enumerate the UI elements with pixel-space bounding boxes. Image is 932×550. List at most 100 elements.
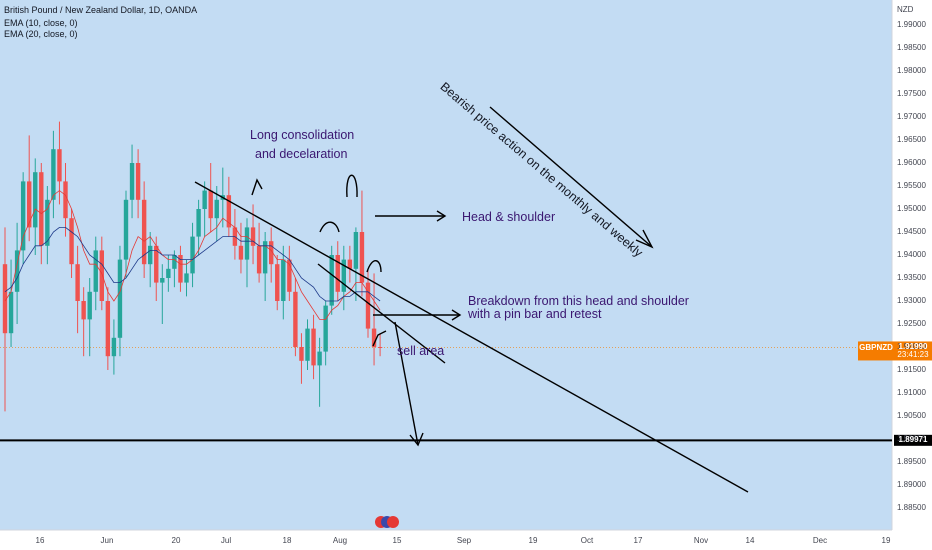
candle-body	[287, 259, 292, 292]
candle-body	[323, 305, 328, 352]
candle-body	[51, 149, 56, 200]
y-tick-label: 1.89000	[897, 480, 926, 489]
candle-body	[226, 195, 232, 228]
candle-body	[33, 172, 38, 228]
candle-body	[293, 291, 298, 347]
candle-body	[190, 236, 195, 274]
ema10-legend: EMA (10, close, 0)	[4, 18, 78, 28]
candle-body	[160, 278, 165, 283]
candle-body	[105, 301, 111, 357]
right-shoulder-marker[interactable]	[366, 260, 382, 273]
y-tick-label: 1.93500	[897, 273, 926, 282]
candle-body	[256, 245, 262, 274]
x-tick-label: 15	[392, 536, 402, 545]
trend-drawings[interactable]	[194, 106, 749, 493]
retest-arrow[interactable]	[372, 330, 387, 347]
ema20-legend: EMA (20, close, 0)	[4, 29, 78, 39]
upper-trendline[interactable]	[194, 181, 749, 493]
candle-body	[129, 163, 135, 200]
candle-body	[111, 337, 117, 357]
y-tick-label: 1.90500	[897, 411, 926, 420]
candle-body	[335, 255, 340, 292]
x-tick-label: 16	[35, 536, 45, 545]
candle-body	[353, 232, 359, 269]
y-tick-label: 1.90000	[897, 434, 926, 443]
bearish-trend-arrowhead[interactable]	[635, 229, 654, 249]
last-price-label: 1.91990	[898, 342, 928, 352]
candle-body	[154, 245, 159, 283]
y-tick-label: 1.88500	[897, 503, 926, 512]
candle-body	[347, 259, 353, 269]
candle-body	[117, 259, 123, 338]
candle-body	[371, 328, 377, 347]
candle-body	[2, 264, 8, 334]
sell-target-arrow[interactable]	[394, 321, 419, 446]
x-tick-label: 19	[528, 536, 538, 545]
candle-body	[281, 259, 286, 301]
y-tick-label: 1.91500	[897, 365, 926, 374]
candle-body	[208, 190, 213, 219]
candle-body	[365, 282, 371, 329]
countdown-label: 23:41:23	[897, 350, 929, 360]
plot-background	[0, 0, 892, 530]
candle-body	[238, 245, 244, 260]
y-tick-label: 1.96500	[897, 135, 926, 144]
bearish-trend-arrow[interactable]	[489, 106, 653, 248]
breakdown-arrowhead[interactable]	[451, 309, 462, 321]
annotation-breakdown-1: Breakdown from this head and shoulder	[468, 294, 689, 308]
candle-body	[141, 199, 147, 265]
candle-body	[184, 273, 189, 283]
candle-series	[2, 121, 383, 412]
symbol-title: British Pound / New Zealand Dollar, 1D, …	[4, 5, 198, 15]
news-icon[interactable]	[375, 516, 399, 528]
y-tick-label: 1.97500	[897, 89, 926, 98]
candle-body	[299, 347, 304, 361]
candle-body	[20, 181, 26, 251]
annotation-sell-area: sell area	[397, 344, 445, 358]
y-tick-label: 1.98000	[897, 66, 926, 75]
candle-body	[262, 241, 268, 274]
y-tick-label: 1.92500	[897, 319, 926, 328]
consolidation-arrow[interactable]	[251, 178, 263, 196]
x-tick-label: 18	[282, 536, 292, 545]
candle-body	[317, 351, 322, 366]
y-tick-label: 1.93000	[897, 296, 926, 305]
candle-body	[250, 227, 256, 246]
x-tick-label: Nov	[693, 536, 709, 545]
x-tick-label: 20	[171, 536, 181, 545]
candle-body	[275, 264, 280, 301]
y-tick-label: 1.95000	[897, 204, 926, 213]
lower-trendline[interactable]	[317, 263, 446, 364]
candle-body	[244, 227, 250, 260]
candle-body	[178, 255, 183, 283]
candle-body	[196, 209, 201, 237]
y-tick-label: 1.99000	[897, 20, 926, 29]
left-shoulder-marker[interactable]	[319, 221, 340, 233]
candle-body	[57, 149, 62, 182]
candle-body	[311, 328, 316, 366]
axis-background	[892, 0, 932, 550]
candle-body	[377, 347, 383, 348]
x-tick-label: Dec	[812, 536, 828, 545]
time-axis-background	[0, 530, 892, 550]
ema-series	[4, 190, 381, 320]
ema-line	[4, 226, 381, 302]
y-tick-label: 1.89500	[897, 457, 926, 466]
y-tick-label: 1.92000	[897, 342, 926, 351]
x-tick-label: Oct	[580, 536, 594, 545]
last-price-tag	[858, 341, 932, 361]
candle-body	[214, 199, 219, 219]
candle-body	[81, 301, 86, 320]
y-tick-label: 1.95500	[897, 181, 926, 190]
candle-body	[99, 250, 104, 301]
head-marker[interactable]	[346, 174, 358, 198]
candle-body	[269, 241, 274, 265]
head-shoulder-arrowhead[interactable]	[436, 210, 447, 222]
candle-body	[63, 181, 68, 219]
y-tick-label: 1.96000	[897, 158, 926, 167]
y-tick-label: 1.98500	[897, 43, 926, 52]
y-tick-label: 1.91000	[897, 388, 926, 397]
sell-target-arrowhead[interactable]	[409, 432, 424, 447]
